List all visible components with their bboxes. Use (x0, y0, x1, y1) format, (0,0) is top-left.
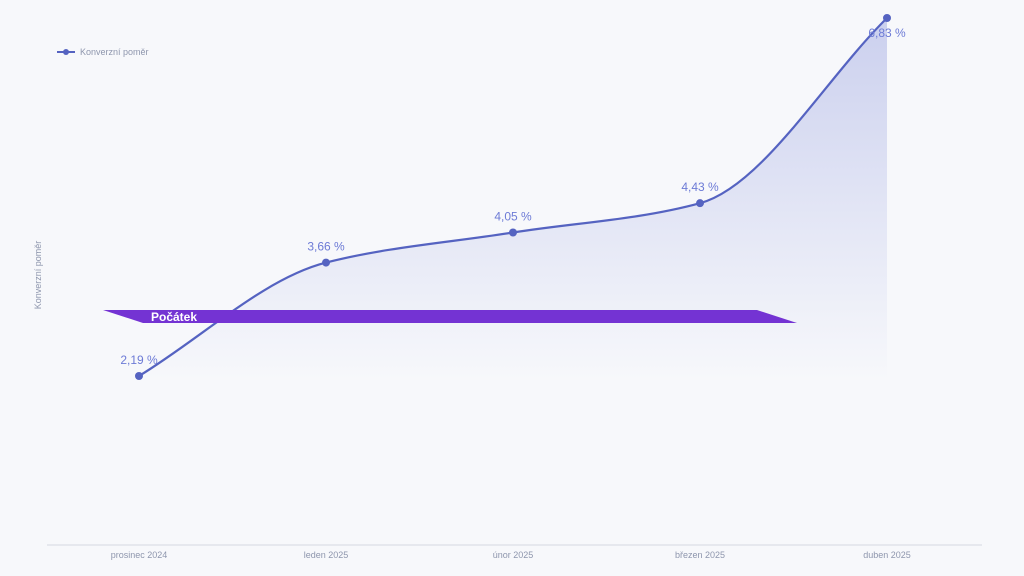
data-point-3 (696, 199, 704, 208)
legend: Konverzní poměr (57, 47, 149, 57)
band-shape (103, 310, 797, 323)
data-point-1 (322, 258, 330, 267)
data-label-3: 4,43 % (681, 180, 719, 194)
x-tick-label-4: duben 2025 (863, 550, 911, 560)
series-area (139, 18, 887, 380)
data-label-0: 2,19 % (120, 353, 158, 367)
data-label-4: 6,83 % (868, 26, 906, 40)
data-point-4 (883, 14, 891, 22)
band-label: Počátek (151, 310, 197, 324)
legend-marker (63, 49, 69, 55)
x-tick-label-0: prosinec 2024 (111, 550, 168, 560)
annotation-band: Počátek (103, 310, 797, 324)
data-point-2 (509, 228, 517, 237)
data-points (135, 14, 891, 380)
x-tick-label-3: březen 2025 (675, 550, 725, 560)
x-tick-labels: prosinec 2024 leden 2025 únor 2025 březen 2… (111, 550, 911, 560)
data-point-0 (135, 372, 143, 380)
x-tick-label-1: leden 2025 (304, 550, 349, 560)
legend-label: Konverzní poměr (80, 47, 149, 57)
data-label-1: 3,66 % (307, 240, 345, 254)
data-label-2: 4,05 % (494, 209, 532, 223)
y-axis-label: Konverzní poměr (33, 241, 43, 310)
x-tick-label-2: únor 2025 (493, 550, 534, 560)
data-labels: 2,19 % 3,66 % 4,05 % 4,43 % 6,83 % (120, 26, 906, 367)
